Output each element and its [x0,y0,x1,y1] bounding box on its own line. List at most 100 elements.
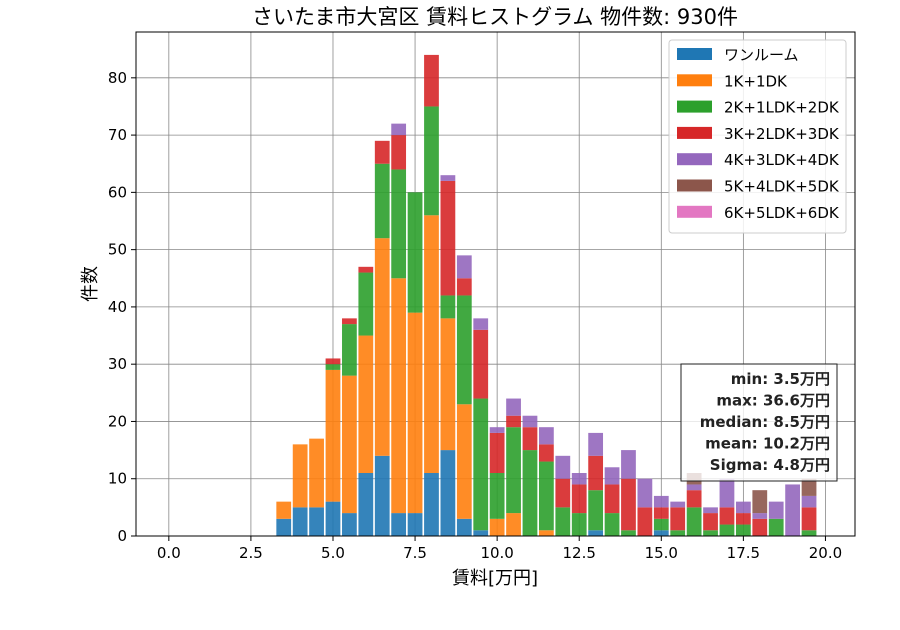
bar-segment [522,450,538,536]
y-axis-label: 件数 [80,266,101,302]
legend-swatch [677,74,712,87]
bar-segment [621,478,636,531]
bar-segment [473,530,489,536]
legend-label: 1K+1DK [724,72,788,90]
legend-label: ワンルーム [724,46,799,64]
bar-segment [621,450,636,479]
bar-segment [391,135,407,170]
bar-segment [555,478,571,508]
stats-annotation: min: 3.5万円 max: 36.6万円 median: 8.5万円 mean: … [680,363,838,482]
bar-segment [358,272,374,336]
bar-segment [309,438,324,508]
legend-swatch [677,179,712,192]
bar-segment [703,513,718,531]
bar-segment [292,507,308,536]
bar-segment [703,507,718,514]
bar-segment [325,501,341,536]
legend-label: 6K+5LDK+6DK [724,204,840,222]
bar-segment [309,507,324,536]
bar-segment [391,169,407,279]
bar-segment [440,318,456,451]
bar-segment [571,484,587,514]
bar-segment [407,312,423,514]
bar-segment [735,513,751,525]
bar-segment [440,180,456,296]
bar-segment [358,335,374,473]
bar-segment [571,473,587,485]
y-tick-label: 10 [108,470,127,488]
bar-segment [653,518,669,531]
x-tick-label: 15.0 [645,544,678,562]
bar-segment [374,238,390,456]
bar-segment [374,455,390,536]
y-tick-label: 0 [117,527,127,545]
bar-segment [653,530,669,536]
y-tick-label: 30 [108,355,127,373]
bar-segment [342,324,357,376]
bar-segment [407,513,423,536]
legend-box [668,39,847,234]
bar-segment [555,455,571,479]
bar-segment [440,175,456,181]
bar-segment [424,106,439,216]
bar-segment [424,54,439,107]
bar-segment [801,495,817,508]
bar-segment [473,318,489,330]
y-tick-label: 80 [108,69,127,87]
bar-segment [539,444,554,462]
bar-segment [424,473,439,536]
y-tick-label: 70 [108,126,127,144]
bar-segment [539,530,554,536]
x-tick-label: 5.0 [321,544,345,562]
bar-segment [735,524,751,536]
bar-segment [391,123,407,136]
bar-segment [391,278,407,514]
bar-segment [456,255,472,279]
x-axis-ticks: 0.0 2.5 5.0 7.5 10.0 12.5 15.0 17.5 20.0 [157,536,842,562]
bar-segment [588,432,604,456]
bar-segment [735,501,751,514]
bar-segment [342,375,357,514]
bar-segment [424,215,439,474]
bar-segment [489,432,505,473]
bar-segment [374,140,390,164]
bar-segment [604,484,620,514]
bar-segment [456,278,472,296]
bar-segment [719,524,735,536]
chart-title: さいたま市大宮区 賃料ヒストグラム 物件数: 930件 [252,5,738,29]
legend-label: 5K+4LDK+5DK [724,178,840,196]
bar-segment [440,450,456,536]
bar-segment [768,501,784,519]
legend-swatch [677,48,712,60]
bar-segment [276,518,292,536]
x-tick-label: 12.5 [563,544,596,562]
legend-label: 2K+1LDK+2DK [724,99,840,117]
bar-segment [276,501,292,519]
y-tick-label: 40 [108,298,127,316]
bar-segment [719,507,735,525]
bar-segment [391,513,407,536]
legend-swatch [677,100,712,113]
bar-segment [703,530,718,536]
bar-segment [637,478,653,508]
x-tick-label: 17.5 [727,544,760,562]
bar-segment [292,444,308,508]
bars-group [276,54,817,536]
bar-segment [752,518,768,536]
stats-line: mean: 10.2万円 [705,435,830,453]
bar-segment [473,329,489,399]
bar-segment [555,507,571,536]
bar-segment [785,484,801,536]
bar-segment [653,507,669,519]
bar-segment [686,490,702,508]
bar-segment [604,467,620,485]
x-axis-label: 賃料[万円] [452,568,538,589]
bar-segment [686,507,702,536]
bar-segment [374,163,390,239]
bar-segment [522,427,538,451]
legend-swatch [677,126,712,139]
bar-segment [621,530,636,536]
plot-frame [135,31,856,537]
bar-segment [637,507,653,536]
